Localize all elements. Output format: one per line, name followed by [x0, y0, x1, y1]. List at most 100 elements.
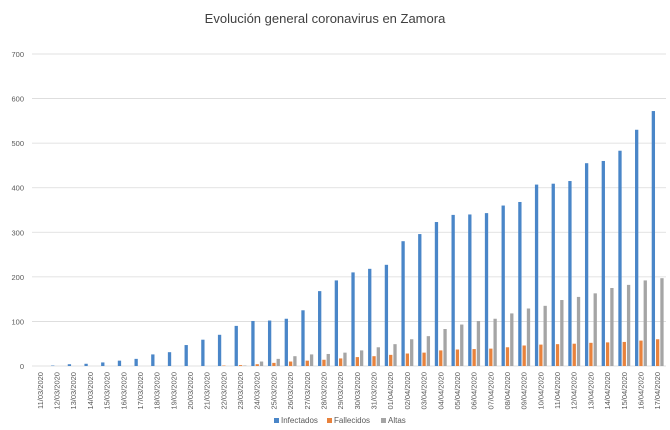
chart-title: Evolución general coronavirus en Zamora: [205, 11, 446, 26]
x-tick-label: 16/03/2020: [119, 372, 128, 410]
x-tick-label: 12/04/2020: [570, 372, 579, 410]
bar-infectados-14: [267, 320, 272, 366]
legend-label-infectados: Infectados: [281, 416, 318, 425]
bar-fallecidos-30: [539, 344, 543, 366]
x-tick-label: 15/04/2020: [620, 372, 629, 410]
x-tick-label: 22/03/2020: [219, 372, 228, 410]
x-tick-label: 27/03/2020: [303, 372, 312, 410]
bar-altas-35: [626, 284, 631, 366]
bar-fallecidos-32: [572, 343, 576, 366]
bar-infectados-36: [635, 129, 639, 366]
bar-altas-16: [309, 354, 314, 366]
bar-altas-20: [376, 347, 380, 366]
bar-fallecidos-13: [255, 364, 259, 366]
bar-fallecidos-37: [656, 339, 660, 366]
bar-fallecidos-26: [472, 349, 476, 366]
bar-fallecidos-34: [605, 342, 610, 366]
legend-swatch-altas: [381, 418, 386, 423]
y-tick-label: 300: [11, 228, 24, 237]
x-tick-label: 17/03/2020: [136, 372, 145, 410]
bar-infectados-16: [301, 310, 305, 366]
x-tick-label: 14/03/2020: [86, 372, 95, 410]
y-tick-label: 100: [11, 317, 24, 326]
bar-infectados-8: [167, 352, 172, 366]
y-tick-label: 0: [20, 362, 24, 371]
bar-fallecidos-14: [272, 362, 276, 366]
bar-altas-21: [393, 344, 397, 366]
x-tick-label: 23/03/2020: [236, 372, 245, 410]
x-tick-label: 08/04/2020: [503, 372, 512, 410]
bar-infectados-21: [384, 264, 389, 366]
bars-layer: [51, 111, 664, 366]
bar-altas-31: [560, 300, 564, 366]
bar-infectados-10: [201, 339, 205, 366]
bar-altas-30: [543, 305, 547, 366]
x-tick-label: 20/03/2020: [186, 372, 195, 410]
y-tick-label: 400: [11, 184, 24, 193]
bar-infectados-19: [351, 272, 355, 366]
bar-fallecidos-29: [522, 345, 526, 366]
y-tick-label: 600: [11, 95, 24, 104]
bar-altas-28: [510, 313, 514, 366]
bar-infectados-15: [284, 318, 288, 366]
x-tick-label: 11/03/2020: [36, 372, 45, 409]
bar-altas-33: [593, 293, 597, 366]
bar-infectados-32: [568, 181, 572, 366]
x-tick-label: 30/03/2020: [353, 372, 362, 410]
bar-fallecidos-17: [322, 359, 326, 366]
x-tick-label: 14/04/2020: [603, 372, 612, 410]
bar-infectados-34: [601, 160, 605, 366]
bar-fallecidos-27: [489, 348, 493, 366]
bar-altas-26: [476, 320, 481, 366]
bar-infectados-7: [151, 354, 155, 366]
x-tick-label: 17/04/2020: [653, 372, 662, 410]
x-tick-label: 28/03/2020: [319, 372, 328, 410]
bar-altas-23: [426, 336, 431, 366]
bar-fallecidos-16: [305, 360, 309, 366]
x-tick-label: 10/04/2020: [536, 372, 545, 410]
bar-infectados-3: [84, 363, 88, 366]
bar-infectados-13: [251, 320, 255, 366]
bar-altas-22: [410, 339, 414, 366]
legend-swatch-infectados: [274, 418, 279, 423]
bar-altas-15: [293, 356, 297, 366]
bar-infectados-4: [101, 362, 105, 366]
x-tick-label: 31/03/2020: [370, 372, 379, 410]
x-tick-label: 09/04/2020: [520, 372, 529, 410]
x-tick-label: 04/04/2020: [436, 372, 445, 410]
bar-altas-17: [326, 353, 330, 366]
bar-infectados-27: [484, 213, 489, 366]
x-tick-labels: 11/03/2020 12/03/2020 13/03/2020 14/03/2020…: [36, 372, 662, 410]
bar-altas-24: [443, 329, 447, 366]
x-tick-label: 03/04/2020: [420, 372, 429, 410]
bar-altas-13: [259, 361, 264, 366]
bar-fallecidos-25: [455, 349, 460, 366]
bar-fallecidos-23: [422, 352, 426, 366]
bar-infectados-31: [551, 183, 555, 366]
bar-altas-25: [460, 324, 464, 366]
bar-fallecidos-19: [355, 357, 359, 366]
bar-infectados-24: [434, 222, 439, 366]
x-tick-label: 11/04/2020: [553, 372, 562, 409]
bar-fallecidos-28: [505, 347, 510, 366]
bar-altas-27: [493, 318, 497, 366]
x-tick-label: 12/03/2020: [53, 372, 62, 410]
bar-infectados-29: [518, 201, 522, 366]
bar-infectados-25: [451, 214, 455, 366]
bar-fallecidos-35: [622, 341, 626, 366]
x-tick-label: 07/04/2020: [486, 372, 495, 410]
x-tick-label: 29/03/2020: [336, 372, 345, 410]
bar-fallecidos-22: [405, 353, 410, 366]
x-tick-label: 01/04/2020: [386, 372, 395, 410]
x-tick-label: 24/03/2020: [253, 372, 262, 410]
x-tick-label: 15/03/2020: [103, 372, 112, 410]
bar-infectados-11: [217, 334, 222, 366]
x-tick-label: 05/04/2020: [453, 372, 462, 410]
bar-infectados-17: [318, 291, 322, 366]
x-tick-label: 21/03/2020: [203, 372, 212, 410]
bar-infectados-37: [651, 111, 656, 366]
bar-infectados-35: [618, 150, 622, 366]
bar-infectados-2: [67, 364, 72, 366]
x-tick-label: 26/03/2020: [286, 372, 295, 410]
